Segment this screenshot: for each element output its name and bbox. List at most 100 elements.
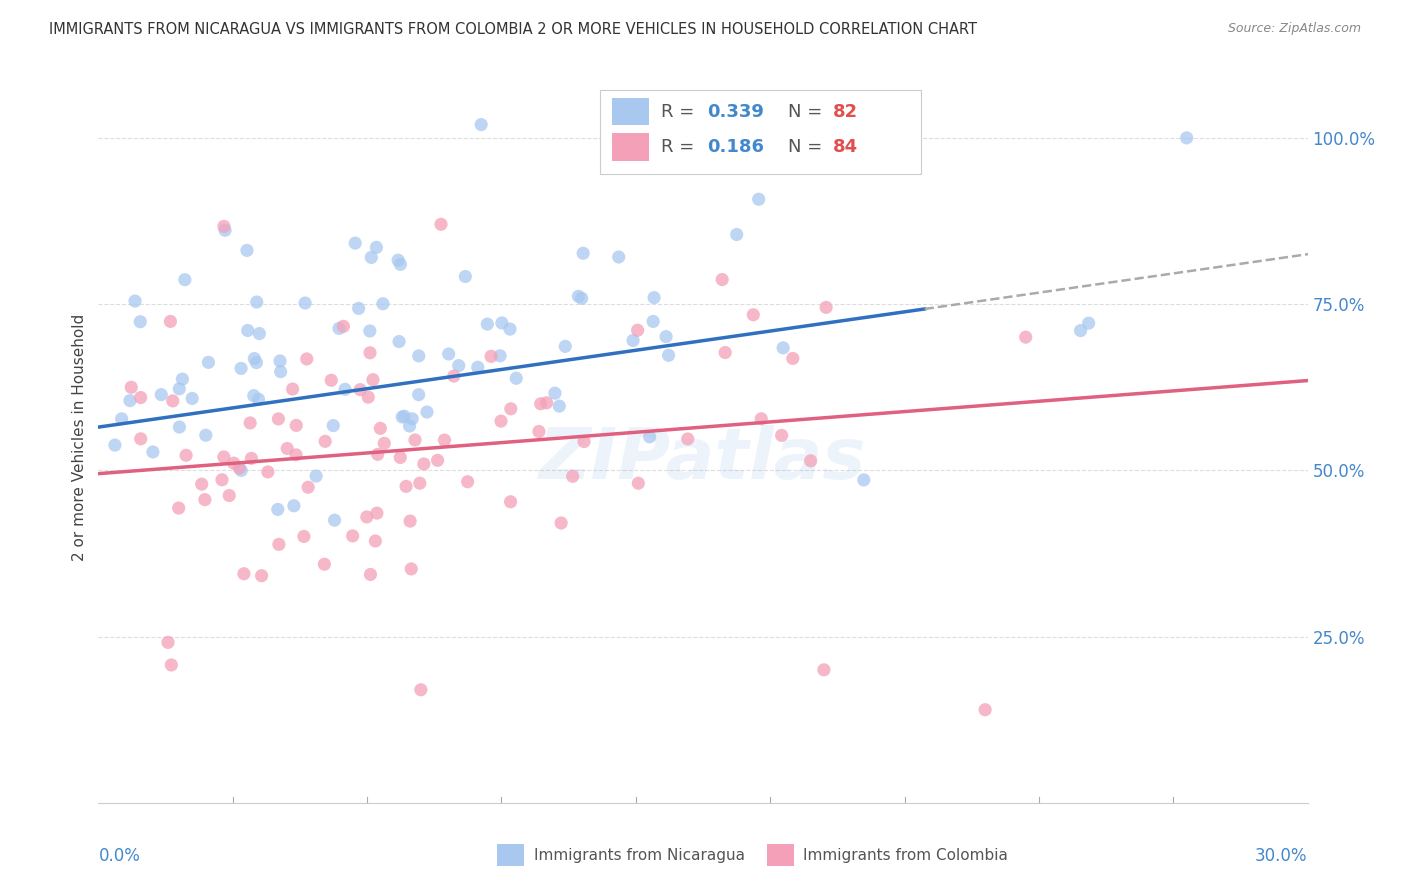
Point bbox=[359, 346, 381, 360]
Point bbox=[124, 294, 146, 309]
Point bbox=[398, 419, 420, 434]
FancyBboxPatch shape bbox=[613, 98, 648, 126]
Point bbox=[470, 118, 492, 132]
Point bbox=[368, 421, 391, 435]
Point bbox=[627, 476, 650, 491]
Point bbox=[742, 308, 765, 322]
Point bbox=[222, 456, 245, 470]
Point bbox=[211, 473, 233, 487]
Point bbox=[527, 425, 550, 439]
Point bbox=[111, 412, 134, 426]
Point bbox=[104, 438, 127, 452]
Point bbox=[246, 295, 269, 310]
Point bbox=[314, 558, 336, 572]
Text: ZIPatlas: ZIPatlas bbox=[540, 425, 866, 493]
Point bbox=[159, 314, 181, 328]
Point bbox=[285, 448, 308, 462]
Point bbox=[297, 480, 319, 494]
Point bbox=[752, 131, 775, 145]
Point bbox=[505, 371, 527, 385]
Text: 82: 82 bbox=[832, 103, 858, 120]
Point bbox=[270, 365, 292, 379]
Point bbox=[360, 251, 382, 265]
Point bbox=[120, 380, 142, 394]
Point bbox=[1175, 131, 1198, 145]
Point bbox=[607, 250, 630, 264]
Point bbox=[267, 412, 290, 426]
Point bbox=[356, 510, 378, 524]
Point bbox=[359, 567, 381, 582]
Point bbox=[426, 453, 449, 467]
Point bbox=[800, 454, 823, 468]
Text: 84: 84 bbox=[832, 137, 858, 156]
Point bbox=[292, 529, 315, 543]
Point bbox=[373, 436, 395, 450]
Point bbox=[236, 244, 259, 258]
Point bbox=[344, 236, 367, 251]
Point bbox=[333, 382, 356, 396]
Point bbox=[156, 635, 179, 649]
Text: N =: N = bbox=[787, 103, 828, 120]
Point bbox=[349, 383, 371, 397]
Point bbox=[129, 315, 152, 329]
Text: 0.0%: 0.0% bbox=[98, 847, 141, 864]
Point bbox=[489, 414, 512, 428]
Point bbox=[638, 430, 661, 444]
Point bbox=[394, 409, 416, 424]
Point bbox=[416, 405, 439, 419]
Point bbox=[572, 434, 595, 449]
Point bbox=[388, 334, 411, 349]
Point bbox=[430, 217, 453, 231]
Point bbox=[544, 386, 567, 401]
Point bbox=[454, 269, 477, 284]
Text: N =: N = bbox=[787, 137, 828, 156]
Point bbox=[359, 324, 381, 338]
Point bbox=[129, 432, 152, 446]
Point bbox=[364, 534, 387, 549]
Point bbox=[314, 434, 336, 449]
Point bbox=[499, 322, 522, 336]
Point bbox=[491, 316, 513, 330]
Point bbox=[361, 373, 384, 387]
Point bbox=[499, 401, 522, 416]
Point bbox=[457, 475, 479, 489]
Point bbox=[322, 418, 344, 433]
Point bbox=[245, 355, 267, 369]
Point bbox=[294, 296, 316, 310]
Point bbox=[172, 372, 194, 386]
Point bbox=[749, 411, 772, 425]
Point bbox=[567, 289, 589, 303]
Text: 0.339: 0.339 bbox=[707, 103, 763, 120]
Point bbox=[305, 469, 328, 483]
Point bbox=[395, 479, 418, 493]
Point bbox=[399, 562, 422, 576]
Point bbox=[974, 703, 997, 717]
Point bbox=[218, 488, 240, 502]
Point bbox=[389, 257, 412, 271]
Point bbox=[621, 334, 644, 348]
Point bbox=[815, 301, 838, 315]
Text: 0.186: 0.186 bbox=[707, 137, 763, 156]
Point bbox=[433, 433, 456, 447]
Point bbox=[536, 396, 558, 410]
Point bbox=[409, 682, 432, 697]
Point bbox=[561, 469, 583, 483]
Point bbox=[228, 461, 250, 475]
Point bbox=[214, 223, 236, 237]
Point bbox=[160, 657, 183, 672]
Point bbox=[782, 351, 804, 366]
Text: Immigrants from Nicaragua: Immigrants from Nicaragua bbox=[534, 848, 745, 863]
FancyBboxPatch shape bbox=[600, 90, 921, 174]
Point bbox=[181, 392, 204, 406]
Point bbox=[572, 246, 595, 260]
Point bbox=[247, 392, 270, 407]
Text: Immigrants from Colombia: Immigrants from Colombia bbox=[803, 848, 1008, 863]
FancyBboxPatch shape bbox=[768, 845, 794, 866]
Point bbox=[725, 227, 748, 242]
Point bbox=[387, 253, 409, 268]
Point bbox=[197, 355, 219, 369]
Point bbox=[167, 501, 190, 516]
Point bbox=[323, 513, 346, 527]
Point bbox=[285, 418, 308, 433]
Point bbox=[770, 428, 793, 442]
